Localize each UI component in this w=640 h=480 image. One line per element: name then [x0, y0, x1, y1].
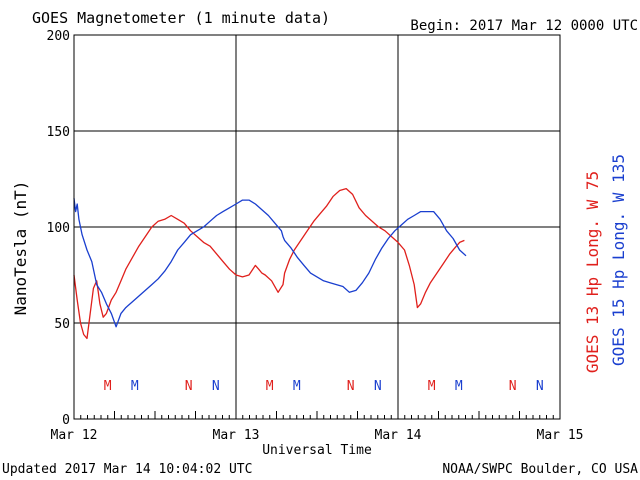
mn-marker: M [293, 379, 301, 394]
mn-marker: M [266, 379, 274, 394]
mn-marker: N [536, 379, 544, 394]
y-axis-ticks: 0 50 100 150 200 [47, 29, 70, 428]
series-line-goes13 [73, 187, 465, 340]
y-tick-label: 100 [47, 221, 70, 236]
mn-marker: M [455, 379, 463, 394]
chart-title: GOES Magnetometer (1 minute data) [32, 9, 330, 27]
mn-marker: M [428, 379, 436, 394]
y-tick-label: 0 [62, 413, 70, 428]
y-axis-label: NanoTesla (nT) [11, 181, 30, 316]
plot-grid [74, 35, 560, 419]
x-axis-ticks: Mar 12 Mar 13 Mar 14 Mar 15 [51, 411, 584, 443]
legend-goes15: GOES 15 Hp Long. W 135 [609, 154, 628, 366]
mn-marker: M [131, 379, 139, 394]
series-lines [73, 187, 467, 340]
y-tick-label: 200 [47, 29, 70, 44]
y-tick-label: 50 [54, 317, 70, 332]
begin-time: Begin: 2017 Mar 12 0000 UTC [410, 18, 638, 34]
x-tick-label: Mar 14 [375, 428, 422, 443]
x-axis-label: Universal Time [262, 443, 372, 458]
updated-timestamp: Updated 2017 Mar 14 10:04:02 UTC [2, 462, 252, 477]
mn-marker: N [212, 379, 220, 394]
x-tick-label: Mar 12 [51, 428, 98, 443]
mn-marker: M [104, 379, 112, 394]
y-tick-label: 150 [47, 125, 70, 140]
mn-marker: N [374, 379, 382, 394]
mn-marker: N [509, 379, 517, 394]
x-tick-label: Mar 15 [537, 428, 584, 443]
mn-marker: N [347, 379, 355, 394]
credit: NOAA/SWPC Boulder, CO USA [442, 462, 638, 477]
series-line-goes15 [73, 198, 467, 328]
mn-marker: N [185, 379, 193, 394]
legend-goes13: GOES 13 Hp Long. W 75 [583, 171, 602, 373]
x-tick-label: Mar 13 [213, 428, 260, 443]
